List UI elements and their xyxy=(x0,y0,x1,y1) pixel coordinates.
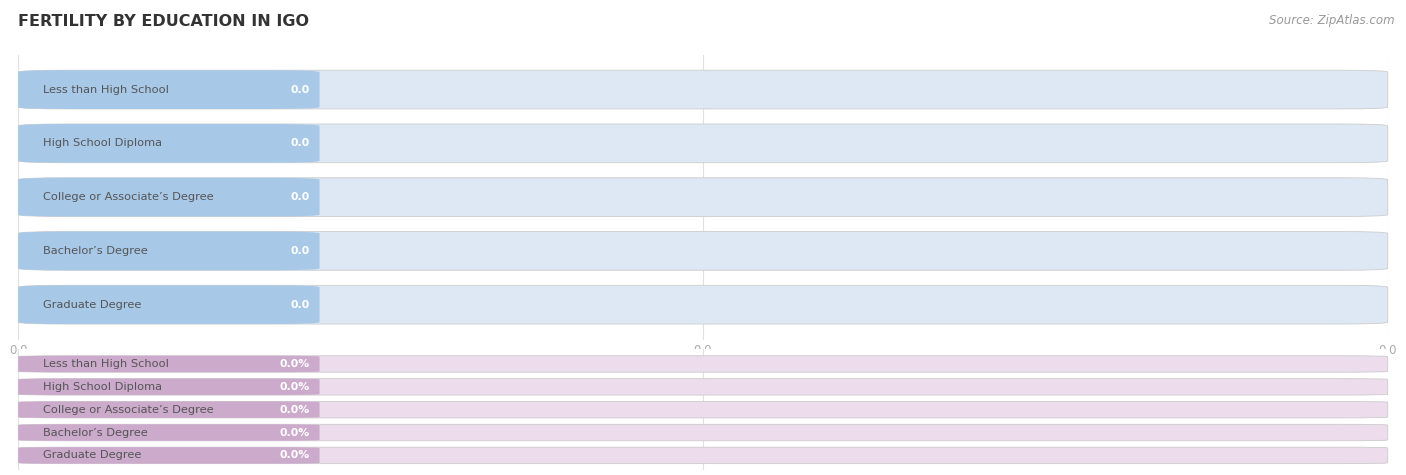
Text: 0.0: 0.0 xyxy=(291,138,309,148)
Text: 0.0%: 0.0% xyxy=(280,359,309,369)
FancyBboxPatch shape xyxy=(18,178,1388,217)
Text: Graduate Degree: Graduate Degree xyxy=(44,450,141,460)
FancyBboxPatch shape xyxy=(18,401,1388,418)
FancyBboxPatch shape xyxy=(18,285,319,324)
Text: College or Associate’s Degree: College or Associate’s Degree xyxy=(44,192,214,202)
FancyBboxPatch shape xyxy=(18,447,1388,464)
FancyBboxPatch shape xyxy=(18,231,319,270)
FancyBboxPatch shape xyxy=(18,424,319,441)
FancyBboxPatch shape xyxy=(18,424,1388,441)
FancyBboxPatch shape xyxy=(18,379,319,395)
FancyBboxPatch shape xyxy=(18,447,319,464)
FancyBboxPatch shape xyxy=(18,401,319,418)
Text: 0.0: 0.0 xyxy=(291,85,309,95)
Text: 0.0%: 0.0% xyxy=(280,428,309,437)
FancyBboxPatch shape xyxy=(18,356,319,372)
Text: 0.0: 0.0 xyxy=(291,192,309,202)
Text: 0.0%: 0.0% xyxy=(280,450,309,460)
Text: Less than High School: Less than High School xyxy=(44,85,169,95)
FancyBboxPatch shape xyxy=(18,178,319,217)
Text: 0.0: 0.0 xyxy=(291,300,309,310)
FancyBboxPatch shape xyxy=(18,70,1388,109)
FancyBboxPatch shape xyxy=(18,285,1388,324)
Text: 0.0: 0.0 xyxy=(291,246,309,256)
FancyBboxPatch shape xyxy=(18,70,319,109)
Text: Graduate Degree: Graduate Degree xyxy=(44,300,141,310)
Text: Less than High School: Less than High School xyxy=(44,359,169,369)
FancyBboxPatch shape xyxy=(18,124,1388,163)
Text: FERTILITY BY EDUCATION IN IGO: FERTILITY BY EDUCATION IN IGO xyxy=(18,14,309,29)
FancyBboxPatch shape xyxy=(18,356,1388,372)
Text: Bachelor’s Degree: Bachelor’s Degree xyxy=(44,428,148,437)
Text: High School Diploma: High School Diploma xyxy=(44,382,162,392)
Text: High School Diploma: High School Diploma xyxy=(44,138,162,148)
Text: Source: ZipAtlas.com: Source: ZipAtlas.com xyxy=(1270,14,1395,27)
Text: Bachelor’s Degree: Bachelor’s Degree xyxy=(44,246,148,256)
Text: 0.0%: 0.0% xyxy=(280,405,309,415)
FancyBboxPatch shape xyxy=(18,231,1388,270)
FancyBboxPatch shape xyxy=(18,124,319,163)
Text: College or Associate’s Degree: College or Associate’s Degree xyxy=(44,405,214,415)
FancyBboxPatch shape xyxy=(18,379,1388,395)
Text: 0.0%: 0.0% xyxy=(280,382,309,392)
